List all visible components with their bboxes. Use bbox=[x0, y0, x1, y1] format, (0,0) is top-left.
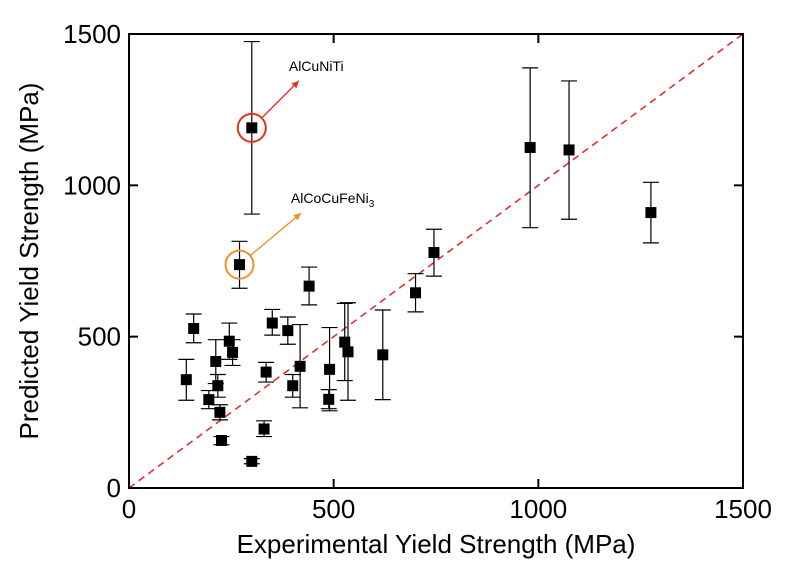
highlight-circle bbox=[236, 112, 267, 143]
annotation-label-main: AlCoCuFeNi bbox=[291, 190, 369, 206]
x-tick-label: 1500 bbox=[714, 494, 772, 524]
data-point bbox=[203, 394, 215, 406]
data-point bbox=[246, 455, 258, 467]
annotation-label: AlCoCuFeNi3 bbox=[291, 190, 375, 210]
highlight-circle bbox=[224, 249, 255, 280]
data-point bbox=[188, 322, 200, 334]
x-tick-label: 0 bbox=[122, 494, 136, 524]
data-point bbox=[287, 380, 299, 392]
x-tick-label: 1000 bbox=[509, 494, 567, 524]
data-point bbox=[323, 393, 335, 405]
data-point bbox=[212, 380, 224, 392]
data-point bbox=[266, 317, 278, 329]
y-tick-label: 500 bbox=[78, 322, 121, 352]
data-point bbox=[282, 325, 294, 337]
annotation-label: AlCuNiTi bbox=[289, 58, 344, 74]
data-point bbox=[180, 374, 192, 386]
plot-frame bbox=[128, 33, 744, 489]
x-tick-label: 500 bbox=[312, 494, 355, 524]
data-point bbox=[223, 335, 235, 347]
data-point bbox=[234, 259, 246, 271]
data-point bbox=[214, 406, 226, 418]
data-point bbox=[227, 346, 239, 358]
data-point bbox=[324, 363, 336, 375]
annotation-arrowhead bbox=[291, 80, 299, 89]
annotation-arrow bbox=[261, 80, 300, 119]
data-point bbox=[258, 423, 270, 435]
reference-line bbox=[128, 33, 744, 489]
y-tick-label: 1000 bbox=[63, 170, 121, 200]
data-point bbox=[563, 144, 575, 156]
x-axis-title: Experimental Yield Strength (MPa) bbox=[237, 529, 636, 559]
data-point bbox=[210, 355, 222, 367]
axis-ticks: 0 500 1000 1500 0 500 1000 1500 bbox=[63, 19, 772, 524]
y-tick-label: 1500 bbox=[63, 19, 121, 49]
data-point bbox=[260, 366, 272, 378]
reference-layer bbox=[128, 33, 744, 489]
annotation-arrow bbox=[249, 212, 302, 257]
data-point bbox=[246, 122, 258, 134]
data-point bbox=[342, 346, 354, 358]
y-axis-title: Predicted Yield Strength (MPa) bbox=[14, 83, 44, 440]
annotation-label-subscript: 3 bbox=[369, 199, 375, 210]
annotation-arrowhead bbox=[293, 213, 301, 221]
data-point bbox=[410, 287, 422, 299]
data-point bbox=[339, 336, 351, 348]
data-point bbox=[524, 142, 536, 153]
data-point bbox=[216, 434, 228, 446]
data-point bbox=[428, 247, 440, 259]
data-point bbox=[645, 207, 657, 219]
error-bars bbox=[178, 40, 659, 465]
data-point bbox=[377, 349, 389, 361]
annotations: AlCuNiTi AlCoCuFeNi3 bbox=[224, 58, 375, 280]
y-tick-label: 0 bbox=[107, 473, 121, 503]
data-points bbox=[180, 122, 657, 467]
data-point bbox=[303, 280, 315, 292]
data-point bbox=[294, 360, 306, 372]
